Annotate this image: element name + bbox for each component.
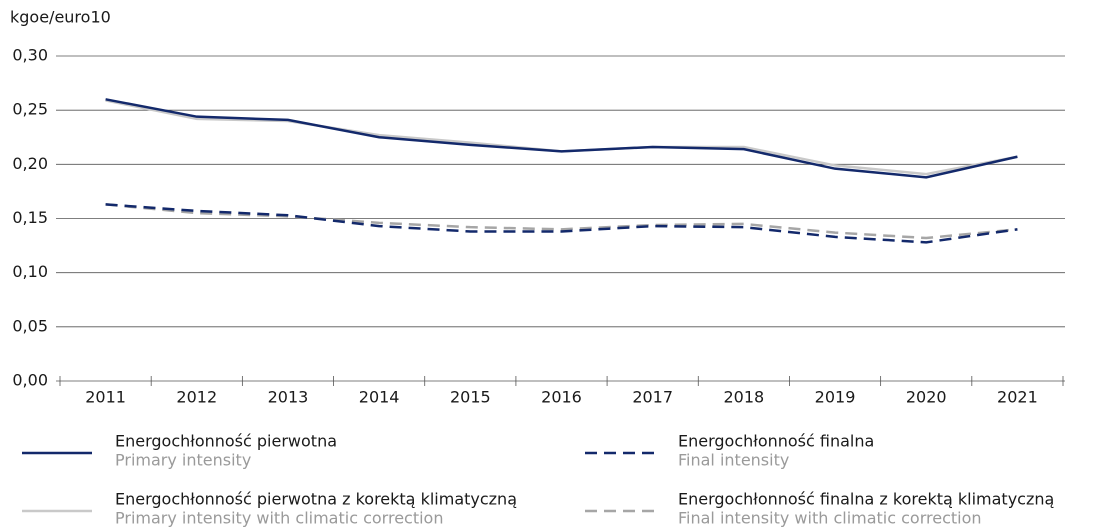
x-tick-label: 2013 [268,388,309,407]
series-line [105,98,1018,179]
legend-label: Energochłonność pierwotna z korektą klim… [115,490,517,509]
y-tick-label: 0,20 [12,154,48,173]
legend-label: Energochłonność finalna z korektą klimat… [678,490,1054,509]
y-tick-label: 0,15 [12,208,48,227]
x-tick-label: 2019 [815,388,856,407]
x-tick-label: 2012 [176,388,217,407]
legend-label-en: Primary intensity with climatic correcti… [115,509,443,528]
y-tick-label: 0,30 [12,46,48,65]
legend-label-en: Final intensity [678,451,789,470]
y-tick-label: 0,05 [12,316,48,335]
x-tick-label: 2017 [632,388,673,407]
series-line [105,203,1018,240]
series-line [105,203,1018,244]
y-axis-label: kgoe/euro10 [10,8,111,27]
x-tick-label: 2015 [450,388,491,407]
legend-label-en: Primary intensity [115,451,251,470]
x-tick-label: 2011 [85,388,126,407]
y-tick-label: 0,25 [12,100,48,119]
x-tick-label: 2020 [906,388,947,407]
x-tick-label: 2021 [997,388,1038,407]
legend-label: Energochłonność finalna [678,432,874,451]
x-tick-label: 2014 [359,388,400,407]
legend-label-en: Final intensity with climatic correction [678,509,982,528]
y-tick-label: 0,00 [12,371,48,390]
series-line [105,99,1018,176]
y-tick-label: 0,10 [12,262,48,281]
x-tick-label: 2018 [724,388,765,407]
legend-label: Energochłonność pierwotna [115,432,337,451]
x-tick-label: 2016 [541,388,582,407]
